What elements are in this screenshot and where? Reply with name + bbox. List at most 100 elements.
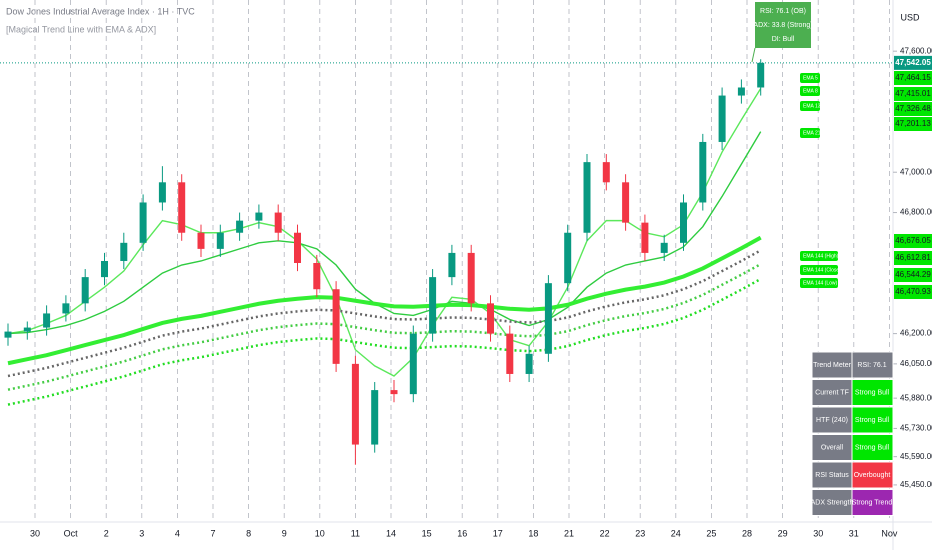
- ema-tag-label: EMA 21: [803, 130, 821, 136]
- candle-body: [62, 303, 70, 314]
- x-tick-label: 14: [386, 528, 396, 538]
- candle-body: [641, 222, 649, 253]
- y-tick-label: 45,450.00: [900, 480, 932, 489]
- x-tick-label: 10: [315, 528, 325, 538]
- ema-tag-label: EMA 144 (High): [803, 253, 839, 259]
- price-badge-label: 47,464.15: [895, 73, 931, 82]
- candle-body: [583, 162, 591, 233]
- price-badge: [894, 102, 932, 116]
- candle-body: [274, 212, 282, 233]
- price-badge: [894, 251, 932, 265]
- price-badge: [894, 117, 932, 131]
- table-label-cell: [811, 461, 853, 489]
- table-label: Current TF: [815, 389, 849, 396]
- table-label: HTF (240): [816, 417, 848, 424]
- x-tick-label: Oct: [64, 528, 79, 538]
- candle-body: [622, 182, 630, 223]
- candle-body: [313, 263, 321, 290]
- candle-body: [255, 212, 263, 221]
- candle-body: [718, 95, 726, 142]
- table-label-cell: [811, 434, 853, 461]
- y-tick-label: 46,800.00: [900, 208, 932, 217]
- x-tick-label: 9: [282, 528, 287, 538]
- ema-tag: [800, 86, 820, 96]
- x-tick-label: Nov: [881, 528, 898, 538]
- table-value-cell: [851, 406, 894, 434]
- candle-body: [564, 232, 572, 284]
- candle-body: [680, 202, 687, 243]
- y-tick-label: 45,880.00: [900, 393, 932, 402]
- x-tick-label: 18: [528, 528, 538, 538]
- x-tick-label: 4: [175, 528, 180, 538]
- x-tick-label: 15: [422, 528, 432, 538]
- ema-line: [7, 131, 762, 335]
- price-badge: [894, 285, 932, 299]
- table-label: RSI Status: [815, 472, 849, 479]
- candle-body: [660, 242, 668, 253]
- x-tick-label: 2: [104, 528, 109, 538]
- ema-tag-label: EMA 13: [803, 103, 821, 109]
- x-tick-label: 22: [600, 528, 610, 538]
- table-value: Strong Trend: [852, 499, 893, 506]
- x-tick-label: 11: [351, 528, 360, 538]
- table-value: Strong Bull: [855, 444, 890, 451]
- table-value: Strong Bull: [855, 389, 890, 396]
- table-label: Trend Meter: [813, 362, 852, 369]
- chart-subtitle: [Magical Trend Line with EMA & ADX]: [6, 24, 156, 34]
- x-tick-label: 17: [493, 528, 503, 538]
- candle-body: [139, 202, 147, 243]
- y-tick-label: 46,200.00: [900, 329, 932, 338]
- info-text: DI: Bull: [772, 36, 795, 43]
- info-text: ADX: 33.8 (Strong): [753, 22, 812, 29]
- x-tick-label: 28: [742, 528, 752, 538]
- candle-body: [429, 277, 437, 334]
- candle-body: [178, 182, 186, 233]
- x-tick-label: 31: [849, 528, 859, 538]
- candle-body: [23, 327, 31, 332]
- x-tick-label: 21: [564, 528, 574, 538]
- candle-body: [216, 232, 224, 249]
- candle-body: [101, 260, 108, 278]
- ema-tag: [800, 101, 820, 111]
- x-tick-label: 23: [635, 528, 645, 538]
- price-badge-label: 46,544.29: [895, 270, 931, 279]
- ema-tag: [800, 278, 838, 288]
- x-tick-label: 30: [30, 528, 40, 538]
- price-badge-label: 47,201.13: [895, 119, 931, 128]
- table-label: ADX Strength: [811, 499, 854, 506]
- table-value-cell: [851, 379, 894, 406]
- price-badge-label: 46,612.81: [895, 253, 931, 262]
- table-value-cell: [851, 461, 894, 489]
- table-label-cell: [811, 351, 853, 379]
- table-value-cell: [851, 489, 894, 516]
- ema-tag: [800, 128, 820, 138]
- price-badge-label: 47,326.48: [895, 104, 931, 113]
- info-box: [755, 2, 811, 48]
- last-price-badge: [894, 55, 932, 70]
- price-badge: [894, 87, 932, 101]
- candle-body: [506, 333, 514, 374]
- candle-body: [757, 62, 765, 88]
- candle-body: [4, 331, 12, 338]
- y-tick-label: 45,590.00: [900, 452, 932, 461]
- candle-body: [699, 141, 707, 203]
- table-value: RSI: 76.1: [857, 362, 886, 369]
- x-tick-label: 25: [706, 528, 716, 538]
- candle-body: [448, 252, 456, 278]
- y-tick-label: 46,050.00: [900, 359, 932, 368]
- ema-tag: [800, 73, 820, 83]
- info-pointer: [751, 47, 756, 63]
- table-value-cell: [851, 351, 894, 379]
- price-badge-label: 47,415.01: [895, 89, 931, 98]
- x-tick-label: 16: [457, 528, 467, 538]
- ema-tag-label: EMA 144 (Close): [803, 267, 841, 273]
- chart-title: Dow Jones Industrial Average Index · 1H …: [6, 6, 195, 16]
- ema-line: [7, 235, 762, 366]
- candle-body: [487, 303, 494, 334]
- price-badge: [894, 234, 932, 248]
- y-tick-label: 47,000.00: [900, 167, 932, 176]
- candle-body: [158, 182, 166, 203]
